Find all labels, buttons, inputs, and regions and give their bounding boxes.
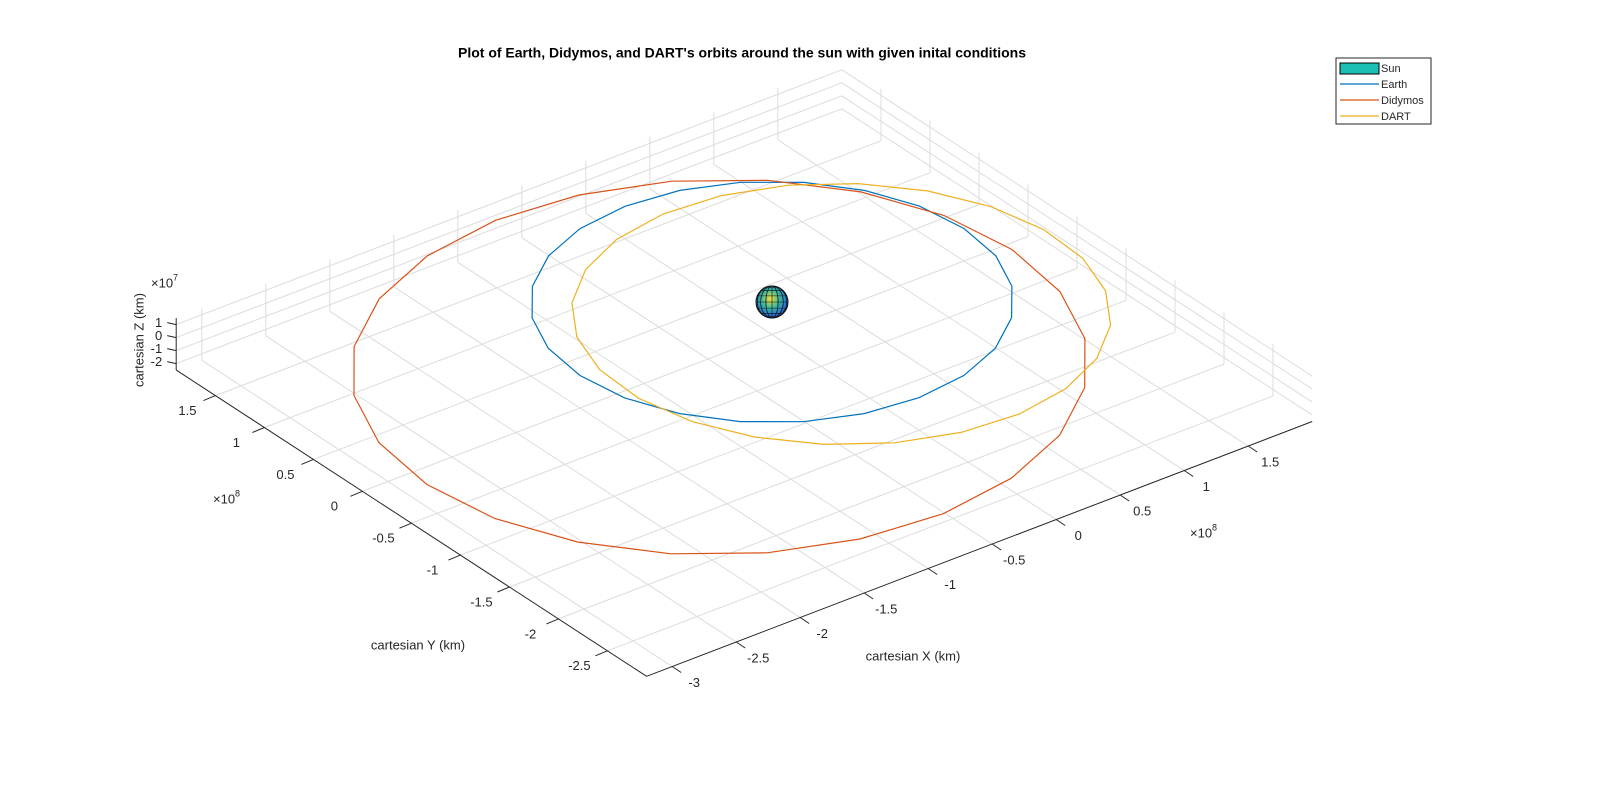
z-tick — [167, 348, 177, 352]
x-tick-label: -2.5 — [747, 650, 769, 665]
x-tick — [863, 592, 874, 600]
grid-line — [841, 82, 1313, 390]
x-tick — [799, 617, 810, 624]
legend-label: Didymos — [1381, 95, 1424, 107]
axis-layer: -3 -2.5 -2 -1.5 -1 -0.5 0 0.5 1 1.5 -2.5 -2 -1.5 -1 -0… — [151, 315, 1313, 690]
y-tick — [203, 395, 216, 402]
sun — [755, 285, 789, 319]
legend-label: Sun — [1381, 63, 1401, 75]
y-tick — [399, 522, 412, 529]
x-axis-label: cartesian X (km) — [866, 648, 961, 663]
grid-layer — [176, 69, 1313, 667]
z-tick — [167, 322, 177, 326]
y-multiplier: ×10 8 — [213, 488, 240, 506]
sun-meridian — [756, 285, 788, 319]
z-tick — [167, 335, 177, 339]
y-tick-label: -2 — [525, 626, 537, 641]
grid-line — [841, 108, 1313, 416]
x-tick-label: 1 — [1203, 479, 1210, 494]
orbit-line — [531, 181, 1013, 423]
y-tick-label: -1.5 — [470, 594, 492, 609]
grid-line — [362, 236, 1029, 492]
grid-line — [509, 331, 1176, 588]
grid-line — [176, 69, 842, 326]
y-tick — [252, 427, 265, 433]
x-tick-label: -0.5 — [1003, 552, 1025, 567]
legend: Sun Earth Didymos DART — [1335, 57, 1432, 125]
grid-line — [264, 172, 931, 428]
x-tick — [927, 568, 938, 575]
legend-label: Earth — [1381, 79, 1407, 91]
multiplier-exponent: 7 — [173, 272, 178, 282]
data-layer — [353, 179, 1112, 555]
grid-line — [411, 267, 1078, 524]
grid-line — [176, 108, 842, 365]
x-tick-label: -2 — [816, 626, 828, 641]
legend-swatch — [1339, 62, 1380, 75]
grid-line — [841, 69, 1313, 377]
y-tick-label: -2.5 — [568, 658, 590, 673]
z-multiplier: ×10 7 — [151, 272, 178, 290]
y-tick — [546, 618, 559, 625]
chart-title: Plot of Earth, Didymos, and DART's orbit… — [458, 45, 1026, 61]
x-tick-label: 0.5 — [1133, 503, 1151, 518]
y-tick-label: 1.5 — [178, 403, 196, 418]
multiplier-exponent: 8 — [1212, 522, 1217, 532]
multiplier-base: ×10 — [213, 491, 235, 506]
y-tick — [448, 554, 461, 561]
x-tick — [735, 641, 746, 649]
x-tick — [1183, 470, 1194, 477]
x-tick — [1055, 519, 1066, 526]
grid-line — [607, 395, 1274, 652]
orbit-line — [571, 182, 1112, 446]
y-tick-label: -0.5 — [372, 531, 394, 546]
x-multiplier: ×10 8 — [1190, 522, 1217, 540]
y-tick — [301, 458, 314, 465]
grid-line — [176, 82, 842, 339]
z-tick-label: 1 — [155, 315, 162, 330]
grid-line — [313, 204, 980, 460]
grid-line — [841, 95, 1313, 403]
y-tick-label: 0.5 — [276, 467, 294, 482]
z-tick-label: 0 — [155, 328, 162, 343]
multiplier-base: ×10 — [151, 275, 173, 290]
z-axis-label: cartesian Z (km) — [131, 293, 146, 387]
y-tick-label: -1 — [427, 563, 439, 578]
x-tick-label: -1 — [944, 577, 956, 592]
legend-label: DART — [1381, 111, 1411, 123]
x-axis-line — [646, 421, 1313, 677]
grid-line — [176, 95, 842, 352]
x-tick-label: -3 — [688, 675, 700, 690]
x-tick — [671, 666, 682, 673]
grid-line — [460, 299, 1127, 556]
y-tick — [595, 650, 608, 657]
x-tick — [1247, 445, 1258, 453]
x-tick-label: 1.5 — [1261, 454, 1279, 469]
x-tick-label: 0 — [1075, 528, 1082, 543]
z-tick — [167, 361, 177, 365]
y-axis-label: cartesian Y (km) — [371, 637, 465, 652]
grid-line — [215, 140, 882, 397]
y-tick — [497, 586, 510, 593]
y-tick-label: 1 — [233, 435, 240, 450]
z-tick-label: -2 — [151, 354, 163, 369]
x-tick-label: -1.5 — [875, 601, 897, 616]
multiplier-exponent: 8 — [235, 488, 240, 498]
multiplier-base: ×10 — [1190, 525, 1212, 540]
y-tick-label: 0 — [331, 499, 338, 514]
z-tick-label: -1 — [151, 341, 163, 356]
x-tick — [1119, 494, 1130, 502]
y-tick — [350, 490, 363, 497]
grid-line — [558, 363, 1225, 620]
orbit-line — [353, 179, 1086, 555]
x-tick — [991, 543, 1002, 551]
